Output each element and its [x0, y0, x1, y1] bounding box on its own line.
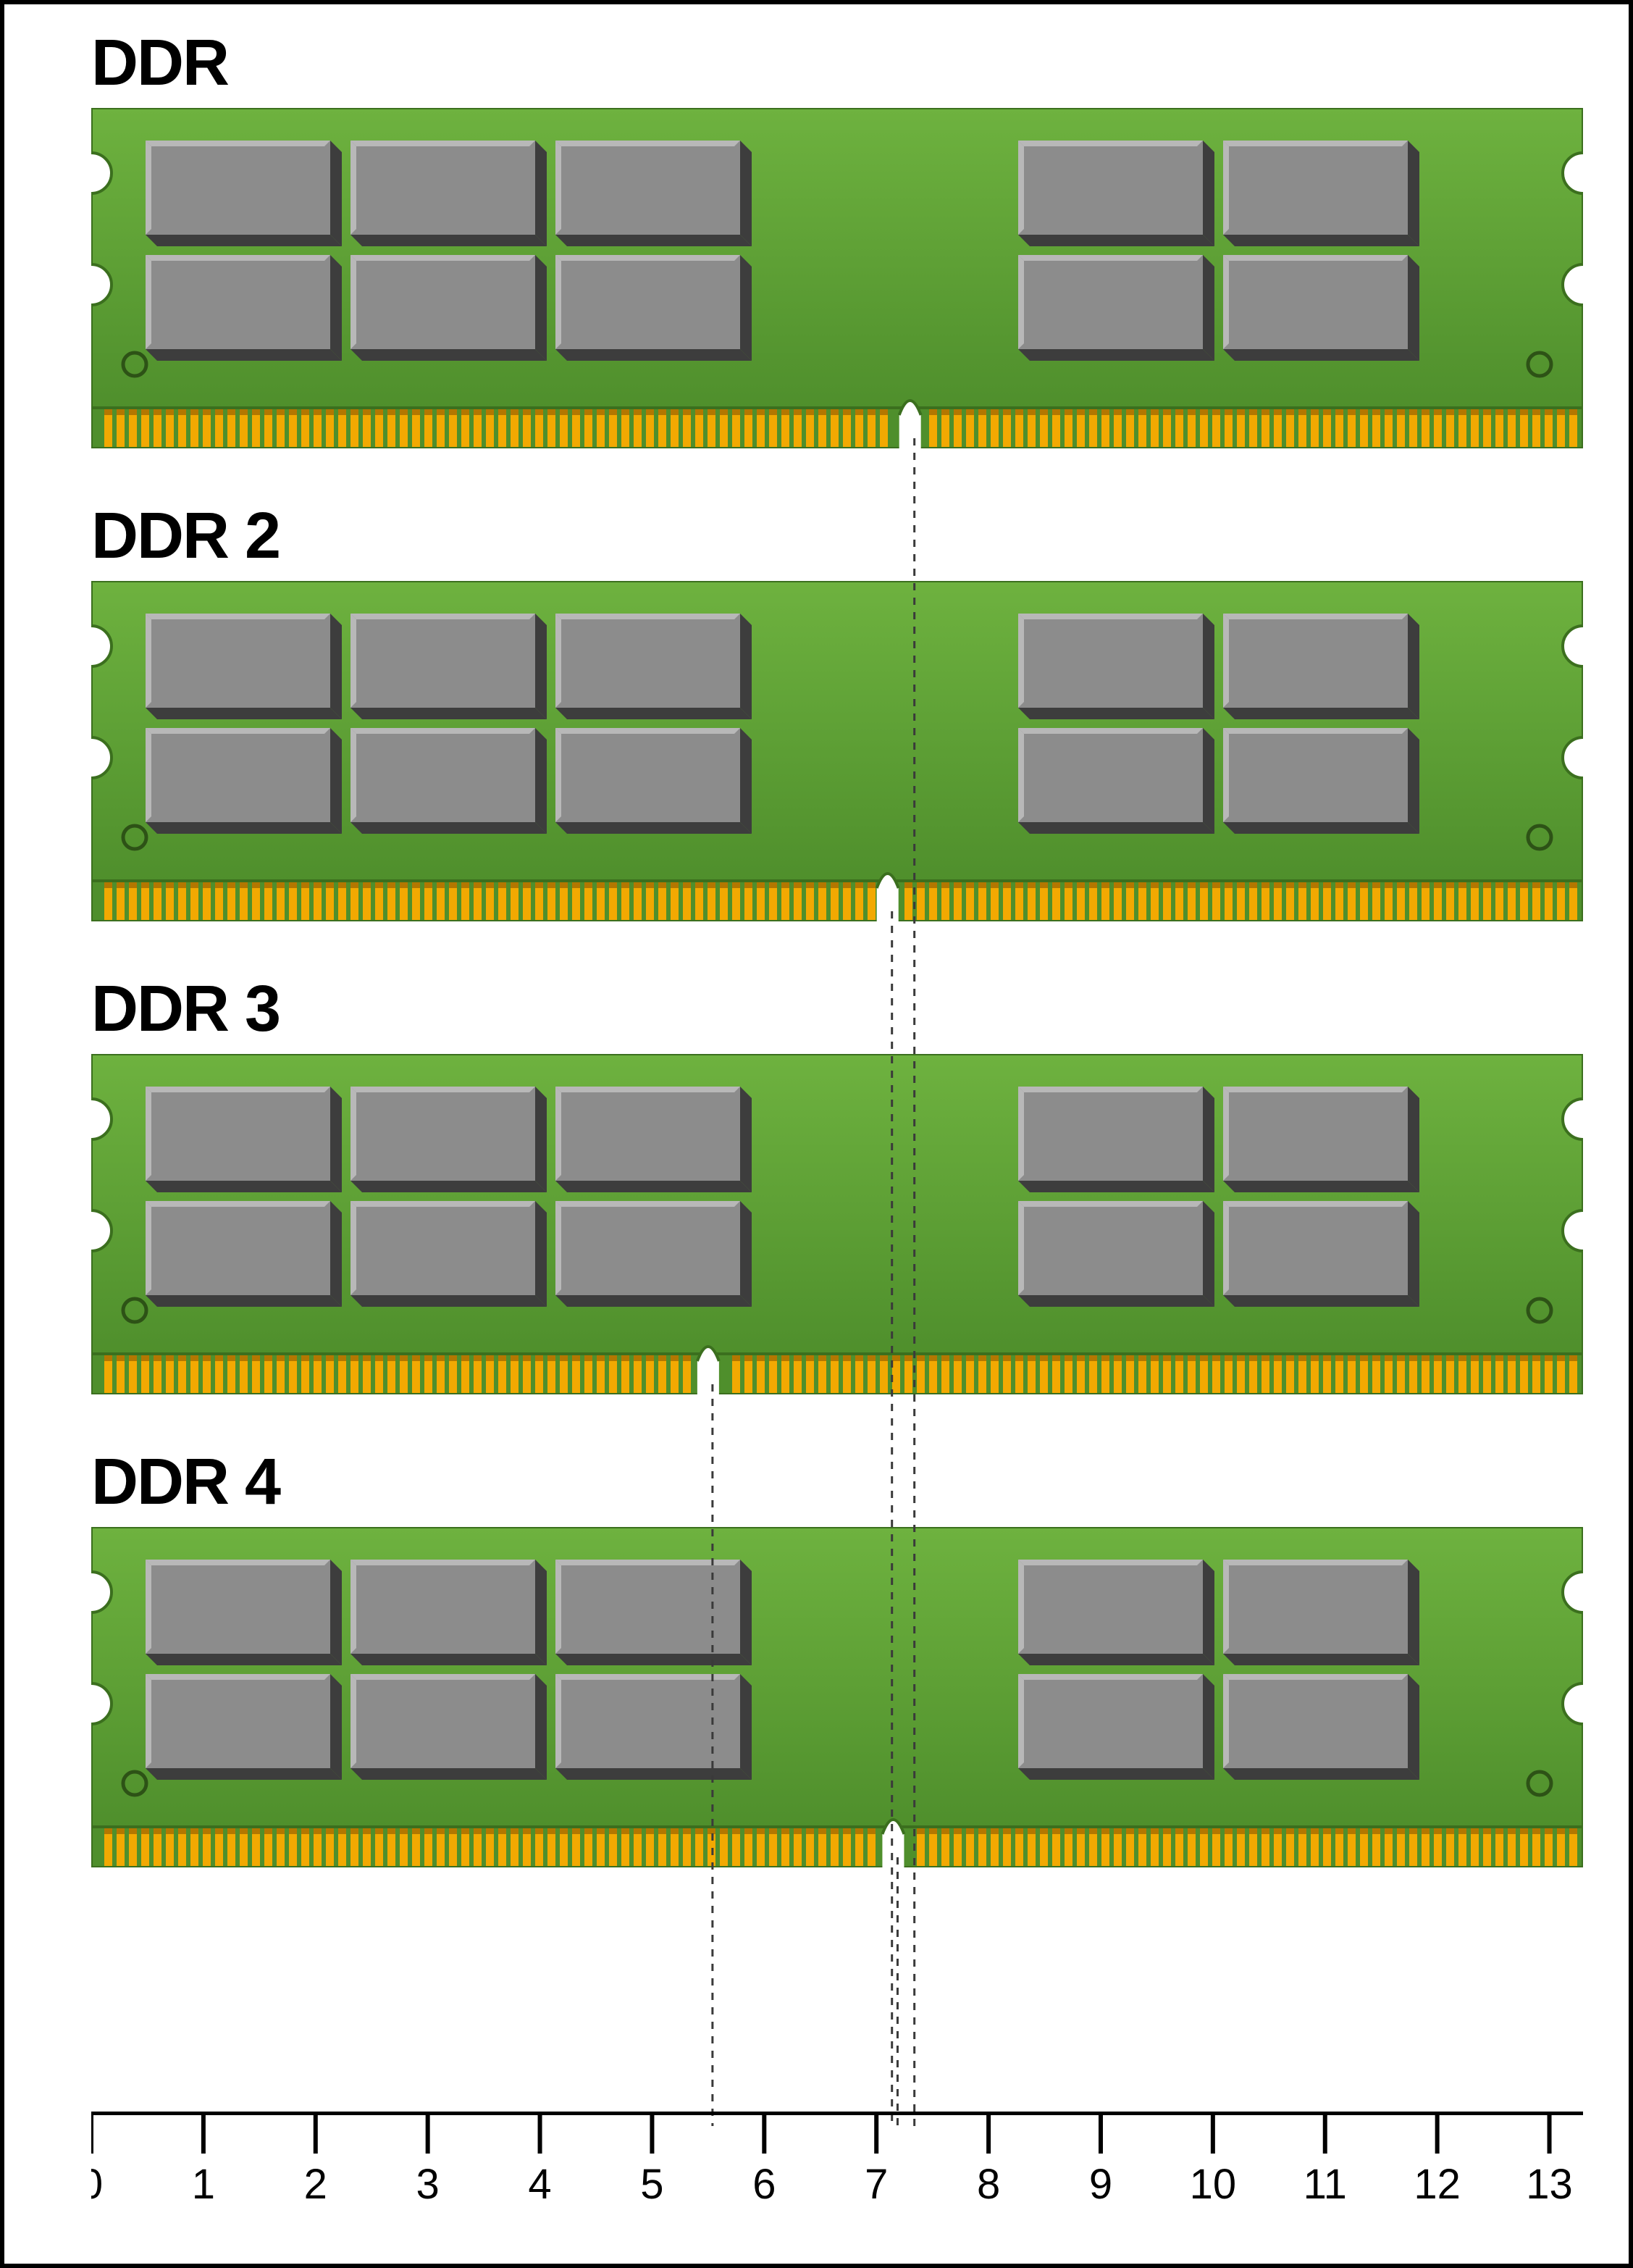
ruler-tick-0: 0	[91, 2161, 103, 2208]
ddr4-module	[91, 1527, 1583, 1867]
ddr4-section: DDR 4	[91, 1445, 1585, 1867]
ddr2-section: DDR 2	[91, 499, 1585, 921]
ruler-tick-10: 10	[1190, 2161, 1237, 2208]
ddr3-module	[91, 1054, 1583, 1394]
ruler-tick-3: 3	[416, 2161, 440, 2208]
ddr2-label: DDR 2	[91, 499, 1585, 574]
ddr3-section: DDR 3	[91, 972, 1585, 1394]
ruler-tick-13: 13	[1526, 2161, 1573, 2208]
ruler-tick-7: 7	[865, 2161, 888, 2208]
ruler-svg: 012345678910111213	[91, 2112, 1583, 2213]
ddr-section: DDR	[91, 26, 1585, 448]
ruler-tick-8: 8	[977, 2161, 1000, 2208]
ruler-tick-1: 1	[192, 2161, 215, 2208]
ruler-tick-11: 11	[1304, 2161, 1347, 2208]
ddr4-label: DDR 4	[91, 1445, 1585, 1520]
ruler-tick-9: 9	[1089, 2161, 1112, 2208]
ruler: 012345678910111213	[91, 2112, 1585, 2213]
ruler-tick-6: 6	[752, 2161, 776, 2208]
ruler-tick-2: 2	[304, 2161, 327, 2208]
ddr3-label: DDR 3	[91, 972, 1585, 1047]
ruler-tick-5: 5	[640, 2161, 663, 2208]
ddr-label: DDR	[91, 26, 1585, 101]
ruler-tick-4: 4	[528, 2161, 551, 2208]
ddr-module	[91, 108, 1583, 448]
ruler-tick-12: 12	[1414, 2161, 1461, 2208]
ddr2-module	[91, 581, 1583, 921]
